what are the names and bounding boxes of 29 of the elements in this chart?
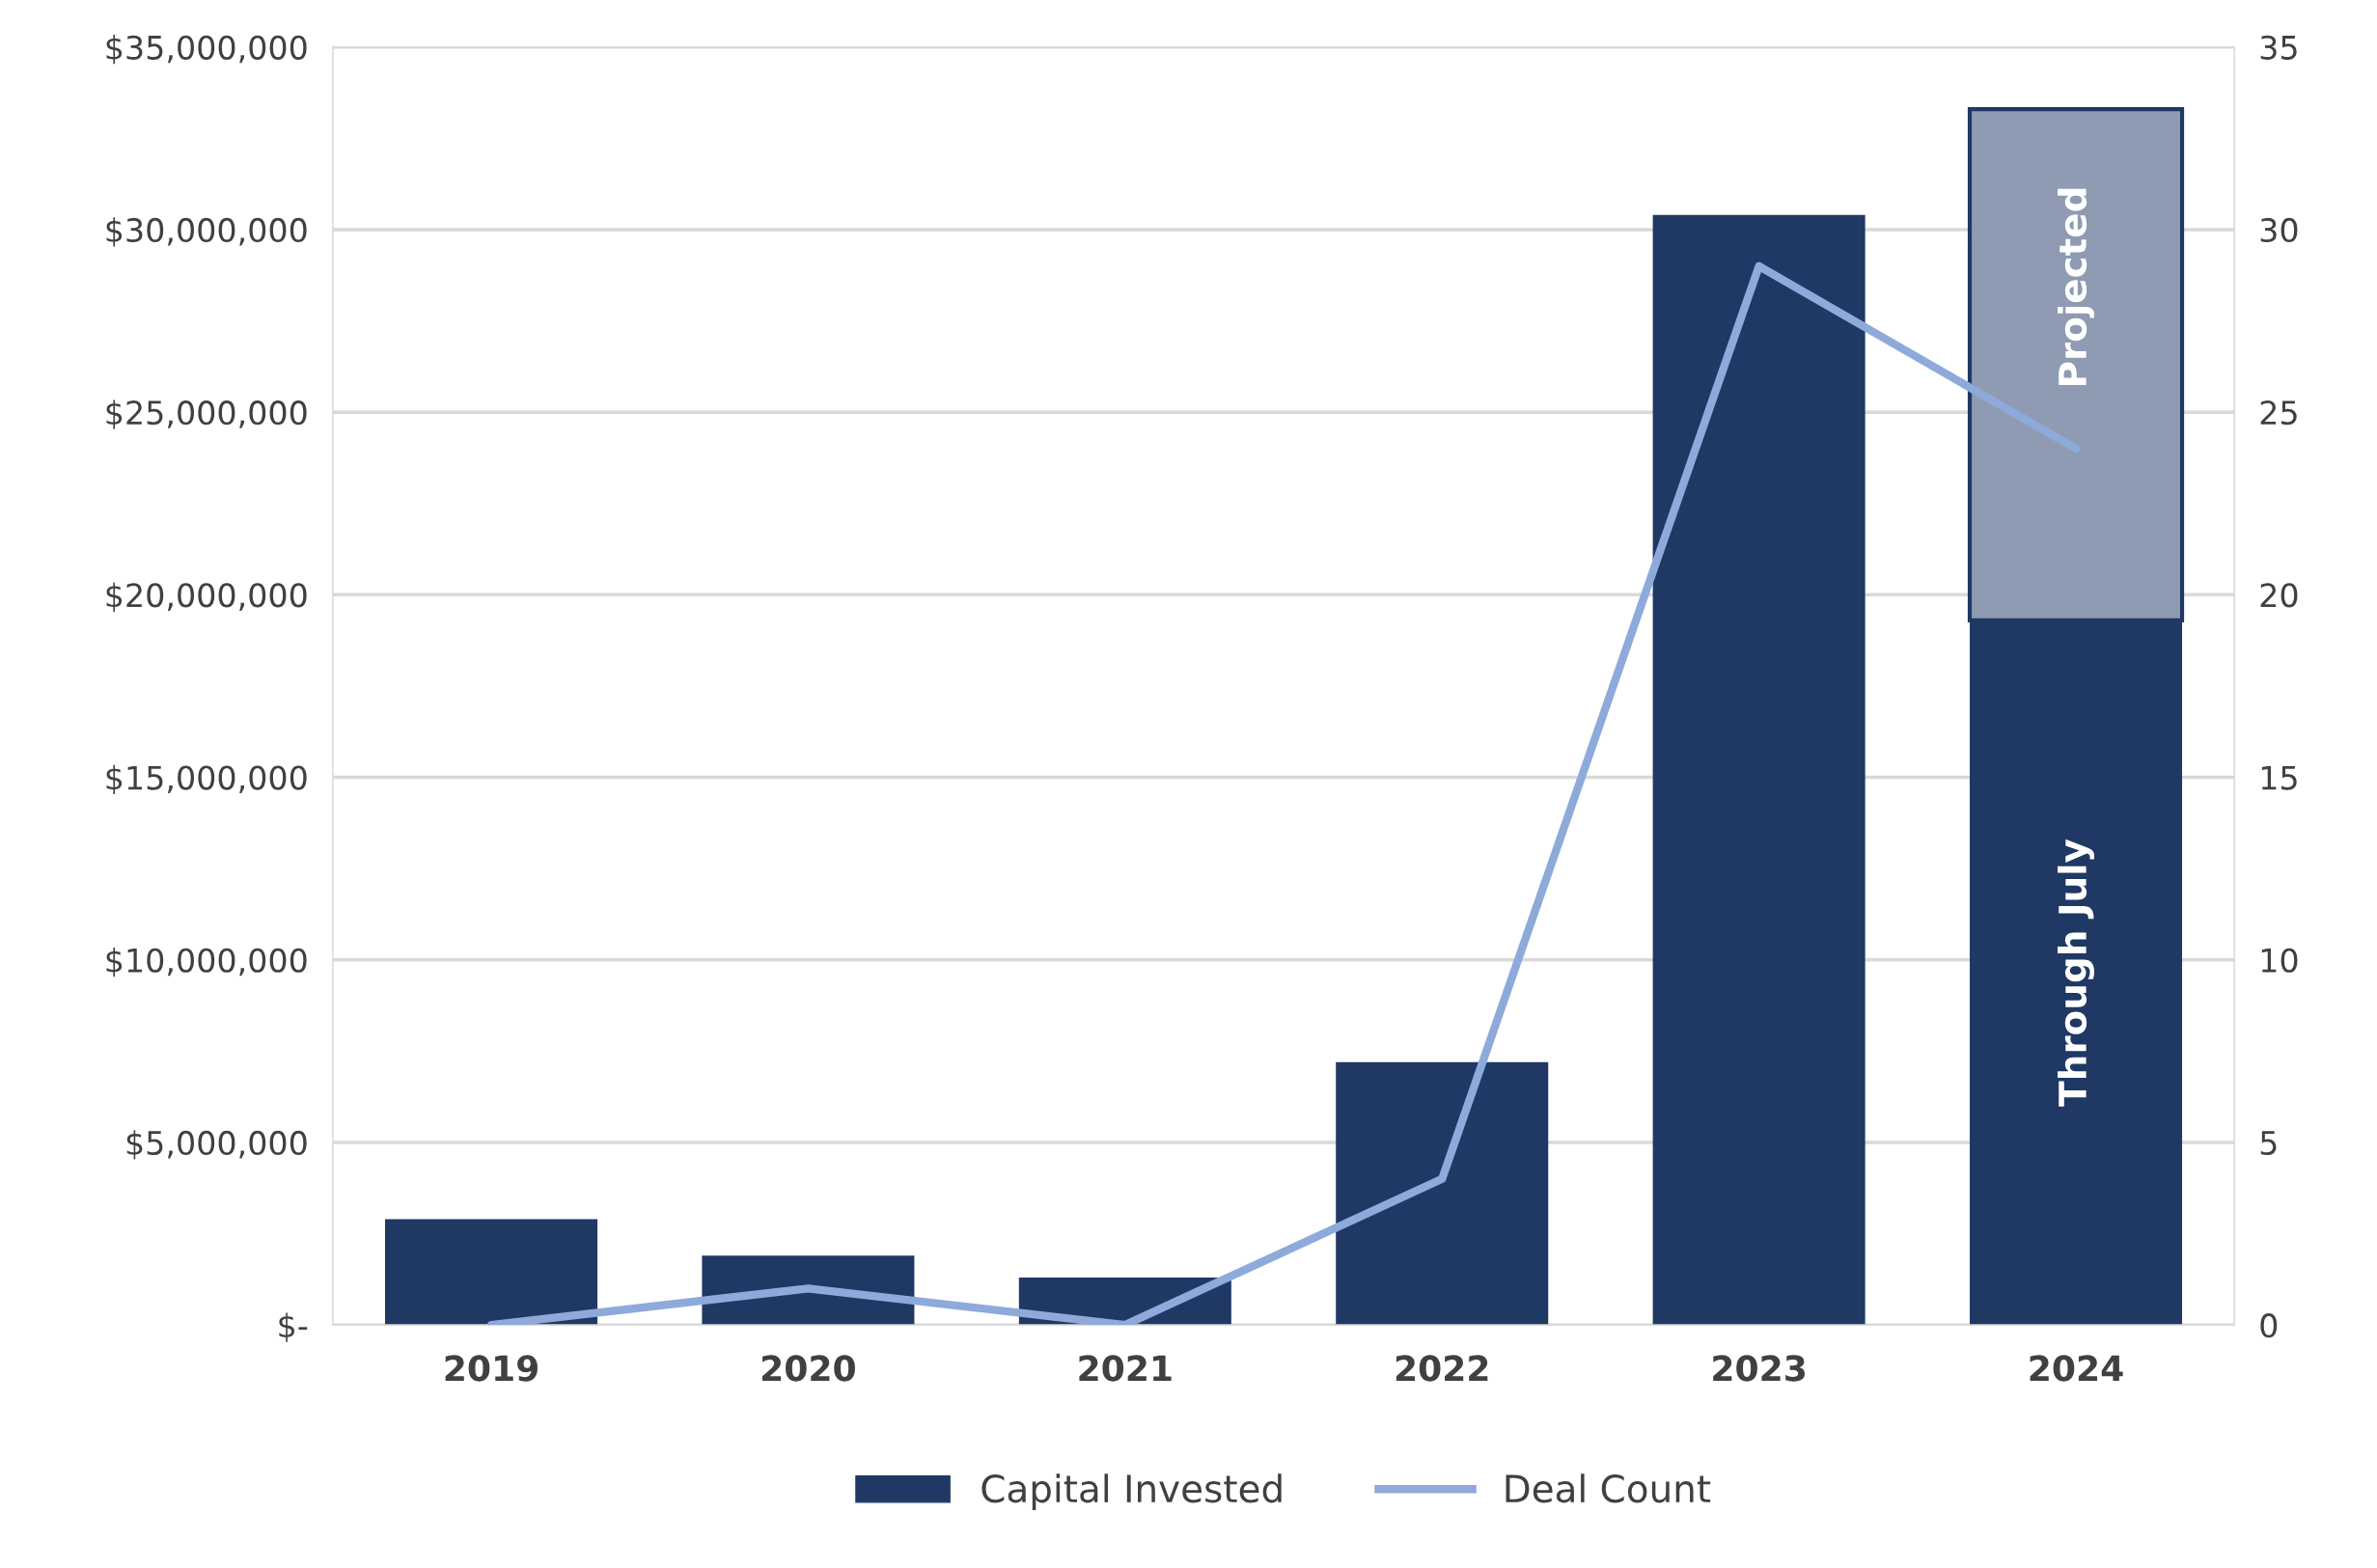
y-tick-label: $15,000,000 xyxy=(106,764,307,795)
bar xyxy=(385,1219,598,1326)
y-tick-label: $30,000,000 xyxy=(106,217,307,247)
y-tick-label: $10,000,000 xyxy=(106,948,307,977)
x-tick-label: 2020 xyxy=(762,1355,855,1382)
y2-tick-label: 5 xyxy=(2260,1131,2277,1156)
y2-tick-label: 15 xyxy=(2261,765,2297,790)
y-tick-label: $20,000,000 xyxy=(106,582,307,612)
bar xyxy=(1652,214,1866,1326)
x-tick-label: 2024 xyxy=(2030,1355,2123,1382)
y-tick-label: $- xyxy=(279,1312,308,1342)
x-tick-label: 2021 xyxy=(1079,1355,1172,1382)
y-tick-label: $35,000,000 xyxy=(106,35,307,65)
y2-tick-label: 0 xyxy=(2260,1313,2278,1338)
y2-tick-label: 10 xyxy=(2261,948,2298,973)
bar xyxy=(1336,1061,1549,1326)
legend-label: Deal Count xyxy=(1506,1473,1711,1503)
x-tick-label: 2022 xyxy=(1396,1355,1488,1382)
x-tick-label: 2023 xyxy=(1713,1355,1805,1382)
legend-label: Capital Invested xyxy=(981,1473,1282,1510)
y2-tick-label: 35 xyxy=(2260,35,2297,60)
y-tick-label: $25,000,000 xyxy=(106,399,307,429)
y2-tick-label: 20 xyxy=(2260,583,2298,608)
x-tick-label: 2019 xyxy=(445,1355,538,1382)
annotation: Projected xyxy=(2058,188,2094,385)
y2-tick-label: 25 xyxy=(2260,400,2297,426)
y-tick-label: $5,000,000 xyxy=(126,1130,307,1160)
y2-tick-label: 30 xyxy=(2260,217,2298,243)
annotation: Through July xyxy=(2058,839,2094,1107)
